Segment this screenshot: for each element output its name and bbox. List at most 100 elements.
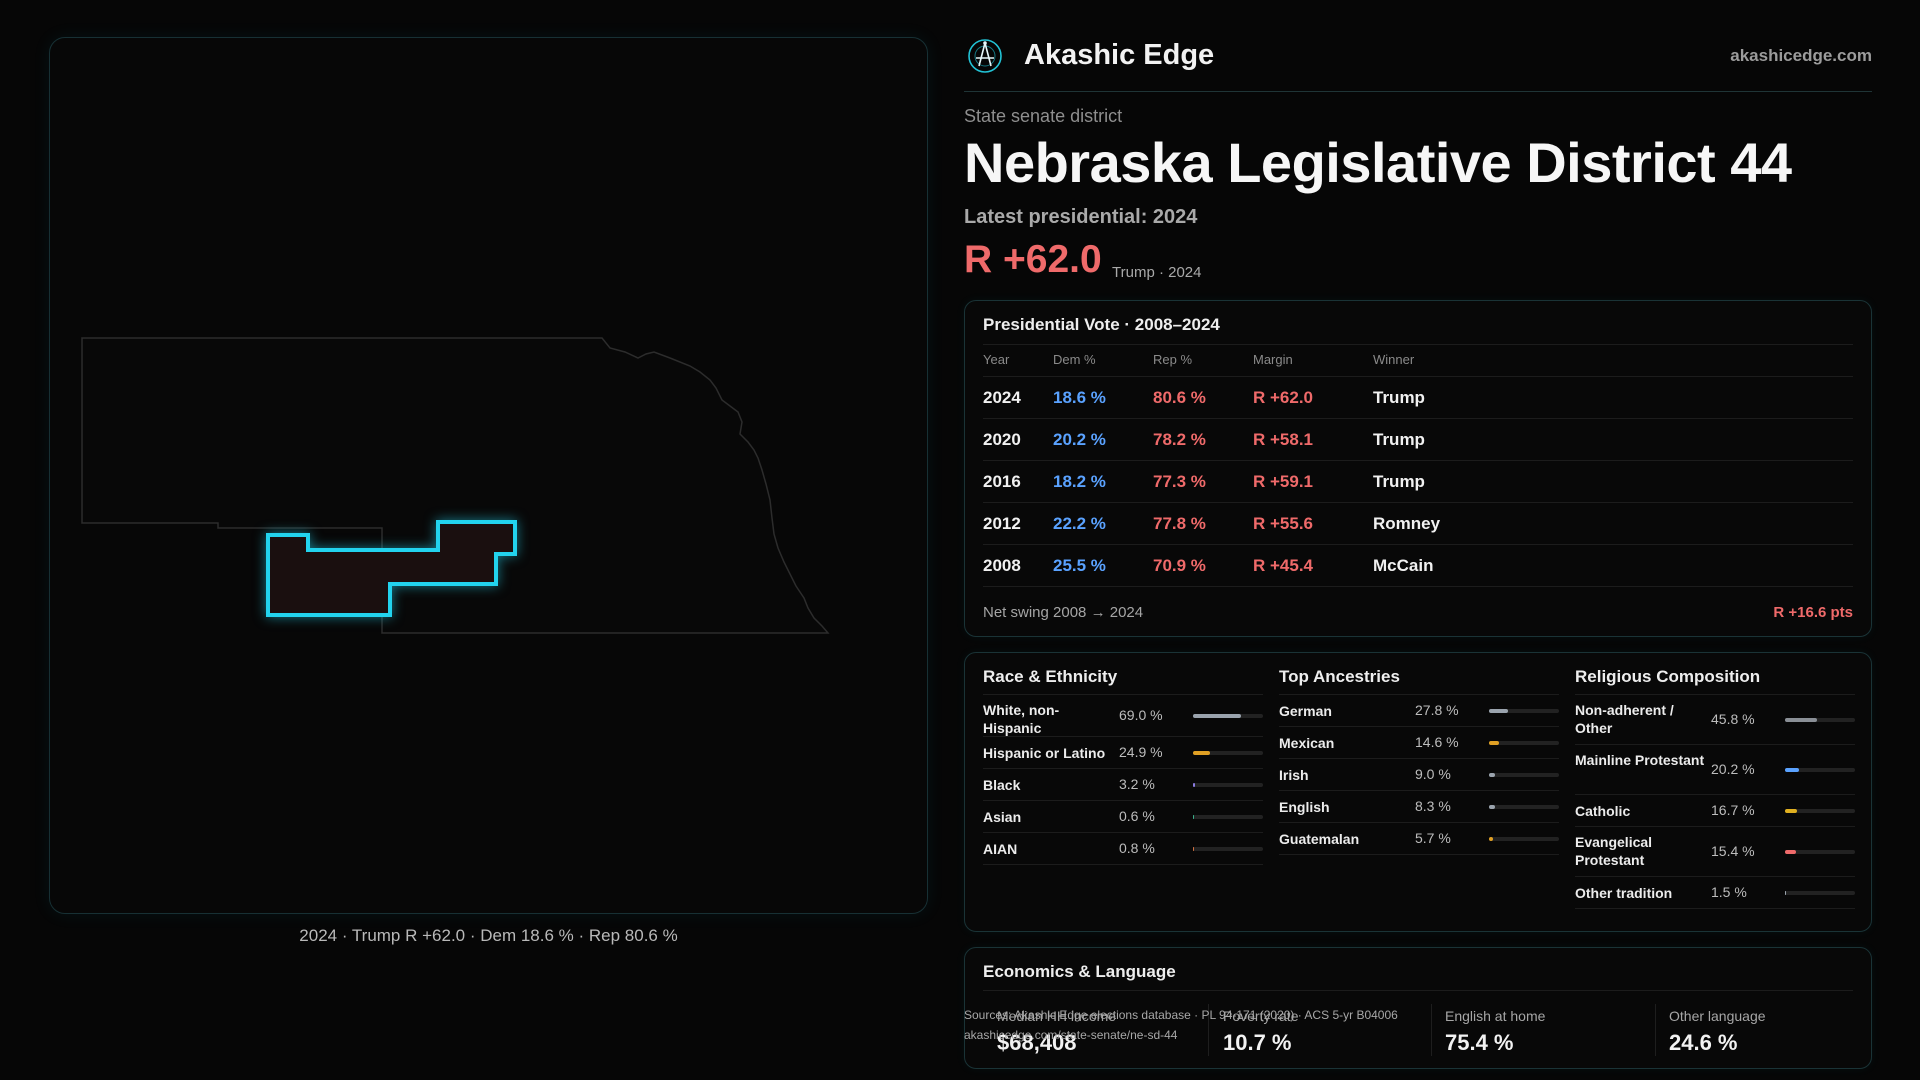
ancestries-section-title: Top Ancestries — [1279, 667, 1559, 695]
metric-poverty-rate: Poverty rate 10.7 % — [1223, 1008, 1423, 1056]
share-bar — [1785, 768, 1855, 772]
share-bar — [1489, 773, 1559, 777]
cell-winner: Trump — [1373, 430, 1425, 449]
ancestries-row: Guatemalan 5.7 % — [1279, 823, 1559, 855]
race-row: Asian 0.6 % — [983, 801, 1263, 833]
economics-card: Economics & Language Median HH income $6… — [964, 947, 1872, 1069]
share-bar-fill — [1193, 714, 1242, 718]
table-row: 2008 25.5 % 70.9 % R +45.4 McCain — [983, 545, 1853, 587]
source-footnote: Sources: Akashic Edge elections database… — [964, 1005, 1398, 1045]
cell-rep: 70.9 % — [1153, 556, 1206, 575]
cell-rep: 80.6 % — [1153, 388, 1206, 407]
economics-card-title: Economics & Language — [983, 962, 1176, 981]
cell-dem: 18.2 % — [1053, 472, 1106, 491]
row-value: 0.6 % — [1119, 808, 1155, 824]
religion-row: Evangelical Protestant 15.4 % — [1575, 827, 1855, 877]
race-row: White, non-Hispanic 69.0 % — [983, 695, 1263, 737]
metric-value: $68,408 — [997, 1030, 1077, 1055]
metric-value: 75.4 % — [1445, 1030, 1514, 1055]
share-bar-fill — [1193, 815, 1195, 819]
metric-label: Poverty rate — [1223, 1008, 1299, 1024]
cell-rep: 78.2 % — [1153, 430, 1206, 449]
cell-year: 2008 — [983, 556, 1021, 575]
source-link[interactable]: akashicedge.com/state-senate/ne-sd-44 — [964, 1028, 1178, 1042]
row-value: 5.7 % — [1415, 830, 1451, 846]
source-citation: Sources: Akashic Edge elections database… — [964, 1008, 1398, 1022]
nebraska-outline — [81, 337, 830, 634]
share-bar — [1193, 751, 1263, 755]
district-44-shape[interactable] — [266, 520, 517, 617]
divider — [1431, 1004, 1432, 1056]
cell-margin: R +45.4 — [1253, 556, 1314, 575]
page-title: Nebraska Legislative District 44 — [964, 131, 1792, 194]
table-row: 2012 22.2 % 77.8 % R +55.6 Romney — [983, 503, 1853, 545]
brand-url-link[interactable]: akashicedge.com — [1730, 46, 1872, 65]
cell-margin: R +59.1 — [1253, 472, 1314, 491]
demographics-card: Race & Ethnicity White, non-Hispanic 69.0… — [964, 652, 1872, 932]
row-label: White, non-Hispanic — [983, 702, 1060, 736]
net-swing-value: R +16.6 pts — [1773, 604, 1853, 621]
row-label: Irish — [1279, 767, 1309, 783]
row-label: Black — [983, 777, 1021, 793]
col-header-winner: Winner — [1373, 352, 1415, 367]
cell-winner: McCain — [1373, 556, 1434, 575]
akashic-logo-icon[interactable] — [967, 38, 1003, 74]
share-bar-fill — [1489, 805, 1495, 809]
cell-winner: Romney — [1373, 514, 1441, 533]
race-row: Hispanic or Latino 24.9 % — [983, 737, 1263, 769]
share-bar-fill — [1785, 718, 1818, 722]
share-bar-fill — [1193, 847, 1195, 851]
share-bar-fill — [1193, 783, 1196, 787]
cell-margin: R +58.1 — [1253, 430, 1314, 449]
share-bar — [1785, 850, 1855, 854]
share-bar — [1193, 714, 1263, 718]
divider — [983, 376, 1853, 377]
row-value: 45.8 % — [1711, 711, 1755, 727]
row-value: 14.6 % — [1415, 734, 1459, 750]
share-bar-fill — [1489, 837, 1493, 841]
religion-row: Non-adherent / Other 45.8 % — [1575, 695, 1855, 745]
religion-row: Other tradition 1.5 % — [1575, 877, 1855, 909]
row-value: 16.7 % — [1711, 802, 1755, 818]
brand-header: Akashic Edge akashicedge.com — [964, 36, 1872, 92]
latest-presidential-label: Latest presidential: 2024 — [964, 206, 1198, 228]
row-label: Evangelical Protestant — [1575, 834, 1653, 868]
share-bar-fill — [1489, 773, 1496, 777]
cell-rep: 77.3 % — [1153, 472, 1206, 491]
metric-value: 24.6 % — [1669, 1030, 1738, 1055]
ancestries-section: Top Ancestries German 27.8 % Mexican 14.6 %… — [1279, 667, 1559, 855]
share-bar — [1785, 718, 1855, 722]
row-label: Asian — [983, 809, 1022, 825]
ancestries-row: English 8.3 % — [1279, 791, 1559, 823]
cell-dem: 20.2 % — [1053, 430, 1106, 449]
detail-column: Akashic Edge akashicedge.com State senat… — [964, 0, 1872, 1080]
row-value: 69.0 % — [1119, 707, 1163, 723]
race-row: AIAN 0.8 % — [983, 833, 1263, 865]
table-row: 2024 18.6 % 80.6 % R +62.0 Trump — [983, 377, 1853, 419]
map-panel — [49, 37, 928, 914]
row-value: 20.2 % — [1711, 761, 1755, 777]
metric-english-at-home: English at home 75.4 % — [1445, 1008, 1645, 1056]
col-header-year: Year — [983, 352, 1010, 367]
row-label: AIAN — [983, 841, 1018, 857]
share-bar-fill — [1785, 891, 1787, 895]
share-bar — [1785, 809, 1855, 813]
row-label: Mainline Protestant — [1575, 752, 1705, 768]
metric-value: 10.7 % — [1223, 1030, 1292, 1055]
district-type-label: State senate district — [964, 106, 1123, 126]
row-value: 8.3 % — [1415, 798, 1451, 814]
metric-median-income: Median HH income $68,408 — [997, 1008, 1197, 1056]
row-value: 15.4 % — [1711, 843, 1755, 859]
district-map[interactable] — [50, 38, 929, 915]
row-label: Non-adherent / Other — [1575, 702, 1674, 736]
race-row: Black 3.2 % — [983, 769, 1263, 801]
race-section-title: Race & Ethnicity — [983, 667, 1263, 695]
latest-margin-value: R +62.0 — [964, 238, 1102, 281]
religion-section: Religious Composition Non-adherent / Oth… — [1575, 667, 1855, 909]
row-label: English — [1279, 799, 1330, 815]
divider — [983, 990, 1853, 991]
divider — [983, 344, 1853, 345]
cell-dem: 18.6 % — [1053, 388, 1106, 407]
brand-name[interactable]: Akashic Edge — [1024, 39, 1215, 71]
cell-rep: 77.8 % — [1153, 514, 1206, 533]
